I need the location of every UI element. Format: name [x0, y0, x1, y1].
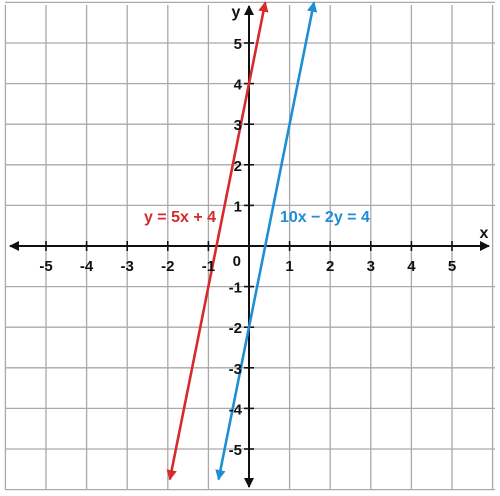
x-tick-label: -4: [80, 258, 94, 275]
y-tick-label: 4: [234, 77, 243, 94]
y-axis-label: y: [232, 4, 241, 21]
origin-label: 0: [233, 253, 241, 270]
y-tick-label: -1: [229, 280, 242, 297]
y-tick-label: -2: [229, 320, 242, 337]
y-tick-label: 1: [234, 198, 242, 215]
x-tick-label: -2: [161, 258, 174, 275]
labels: x y 0 y = 5x + 4 10x − 2y = 4 -5 -4 -3 -2 -1…: [39, 4, 488, 459]
x-tick-label: 3: [367, 258, 375, 275]
series-lines: [166, 1, 318, 481]
y-tick-label: -5: [229, 442, 242, 459]
x-tick-label: 1: [285, 258, 293, 275]
y-tick-label: 5: [234, 36, 242, 53]
x-tick-label: -5: [39, 258, 52, 275]
x-tick-label: -3: [121, 258, 134, 275]
series-line-1: [215, 1, 318, 481]
x-axis-label: x: [480, 225, 489, 242]
series-label-red-line: y = 5x + 4: [144, 209, 216, 226]
y-tick-label: -4: [229, 401, 243, 418]
y-tick-label: 3: [234, 117, 242, 134]
series-label-blue-line: 10x − 2y = 4: [280, 209, 370, 226]
y-tick-label: -3: [229, 361, 242, 378]
x-tick-label: -1: [202, 258, 215, 275]
x-tick-label: 4: [407, 258, 416, 275]
y-tick-label: 2: [234, 158, 242, 175]
x-tick-label: 5: [448, 258, 456, 275]
x-tick-label: 2: [326, 258, 334, 275]
